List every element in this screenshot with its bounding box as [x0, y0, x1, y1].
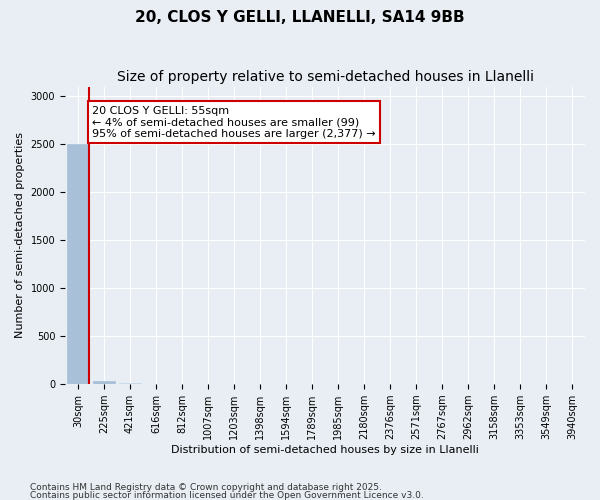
Text: Contains public sector information licensed under the Open Government Licence v3: Contains public sector information licen… — [30, 490, 424, 500]
Y-axis label: Number of semi-detached properties: Number of semi-detached properties — [15, 132, 25, 338]
Text: 20 CLOS Y GELLI: 55sqm
← 4% of semi-detached houses are smaller (99)
95% of semi: 20 CLOS Y GELLI: 55sqm ← 4% of semi-deta… — [92, 106, 376, 139]
Bar — [119, 383, 141, 384]
Bar — [93, 381, 115, 384]
Bar — [67, 144, 89, 384]
Title: Size of property relative to semi-detached houses in Llanelli: Size of property relative to semi-detach… — [116, 70, 533, 84]
X-axis label: Distribution of semi-detached houses by size in Llanelli: Distribution of semi-detached houses by … — [171, 445, 479, 455]
Text: Contains HM Land Registry data © Crown copyright and database right 2025.: Contains HM Land Registry data © Crown c… — [30, 483, 382, 492]
Text: 20, CLOS Y GELLI, LLANELLI, SA14 9BB: 20, CLOS Y GELLI, LLANELLI, SA14 9BB — [135, 10, 465, 25]
